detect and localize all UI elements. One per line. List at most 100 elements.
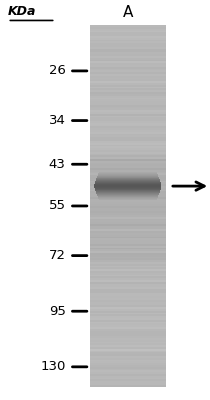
Bar	[90, 164, 166, 166]
Bar	[98, 198, 157, 199]
Bar	[90, 204, 166, 206]
Text: 72: 72	[49, 249, 66, 262]
Bar	[90, 186, 166, 188]
Bar	[90, 307, 166, 309]
Bar	[90, 54, 166, 56]
Bar	[90, 103, 166, 105]
Bar	[90, 331, 166, 332]
Bar	[90, 361, 166, 363]
Bar	[94, 184, 161, 185]
Bar	[95, 183, 161, 184]
Bar	[90, 287, 166, 289]
Bar	[97, 176, 158, 177]
Bar	[94, 185, 161, 186]
Bar	[95, 182, 161, 183]
Bar	[90, 117, 166, 119]
Bar	[90, 242, 166, 244]
Bar	[95, 190, 160, 191]
Bar	[90, 123, 166, 125]
Bar	[90, 132, 166, 134]
Bar	[90, 226, 166, 228]
Bar	[90, 114, 166, 116]
Bar	[90, 219, 166, 220]
Bar	[90, 184, 166, 186]
Bar	[90, 360, 166, 361]
Bar	[90, 343, 166, 345]
Bar	[90, 99, 166, 101]
Bar	[90, 110, 166, 112]
Bar	[90, 284, 166, 286]
Bar	[90, 144, 166, 146]
Bar	[90, 215, 166, 217]
Bar	[90, 170, 166, 172]
Bar	[96, 180, 160, 181]
Bar	[90, 264, 166, 266]
Bar	[90, 27, 166, 29]
Bar	[90, 251, 166, 253]
Bar	[90, 67, 166, 68]
Bar	[90, 74, 166, 76]
Bar	[90, 345, 166, 347]
Bar	[90, 106, 166, 108]
Bar	[90, 143, 166, 144]
Bar	[90, 262, 166, 264]
Bar	[90, 50, 166, 52]
Bar	[90, 298, 166, 300]
Bar	[90, 238, 166, 240]
Bar	[90, 253, 166, 255]
Bar	[90, 300, 166, 302]
Bar	[90, 271, 166, 273]
Bar	[90, 32, 166, 34]
Bar	[90, 141, 166, 143]
Bar	[90, 342, 166, 343]
Bar	[90, 58, 166, 60]
Bar	[90, 96, 166, 98]
Bar	[90, 293, 166, 294]
Bar	[96, 193, 159, 194]
Bar	[90, 235, 166, 237]
Bar	[90, 56, 166, 58]
Bar	[90, 249, 166, 251]
Bar	[90, 220, 166, 222]
Bar	[90, 255, 166, 256]
Bar	[90, 358, 166, 360]
Bar	[90, 88, 166, 90]
Bar	[90, 126, 166, 128]
Bar	[98, 172, 157, 173]
Bar	[90, 61, 166, 63]
Bar	[90, 182, 166, 184]
Bar	[90, 49, 166, 50]
Bar	[90, 244, 166, 246]
Bar	[98, 174, 158, 175]
Bar	[90, 139, 166, 141]
Bar	[90, 256, 166, 258]
Bar	[90, 200, 166, 202]
Bar	[90, 273, 166, 275]
Bar	[90, 94, 166, 96]
Bar	[90, 146, 166, 148]
Bar	[97, 194, 159, 195]
Bar	[90, 199, 166, 200]
Text: 55: 55	[49, 200, 66, 212]
Bar	[90, 228, 166, 230]
Bar	[90, 356, 166, 358]
Bar	[90, 213, 166, 215]
Bar	[90, 83, 166, 85]
Bar	[90, 318, 166, 320]
Bar	[90, 282, 166, 284]
Bar	[90, 376, 166, 378]
Bar	[90, 162, 166, 164]
Bar	[97, 195, 158, 196]
Bar	[90, 81, 166, 83]
Bar	[90, 40, 166, 42]
Bar	[90, 224, 166, 226]
Bar	[90, 192, 166, 193]
Bar	[90, 275, 166, 276]
Bar	[90, 38, 166, 40]
Bar	[90, 68, 166, 70]
Bar	[90, 316, 166, 318]
Bar	[90, 381, 166, 383]
Bar	[90, 246, 166, 248]
Bar	[90, 112, 166, 114]
Bar	[90, 47, 166, 49]
